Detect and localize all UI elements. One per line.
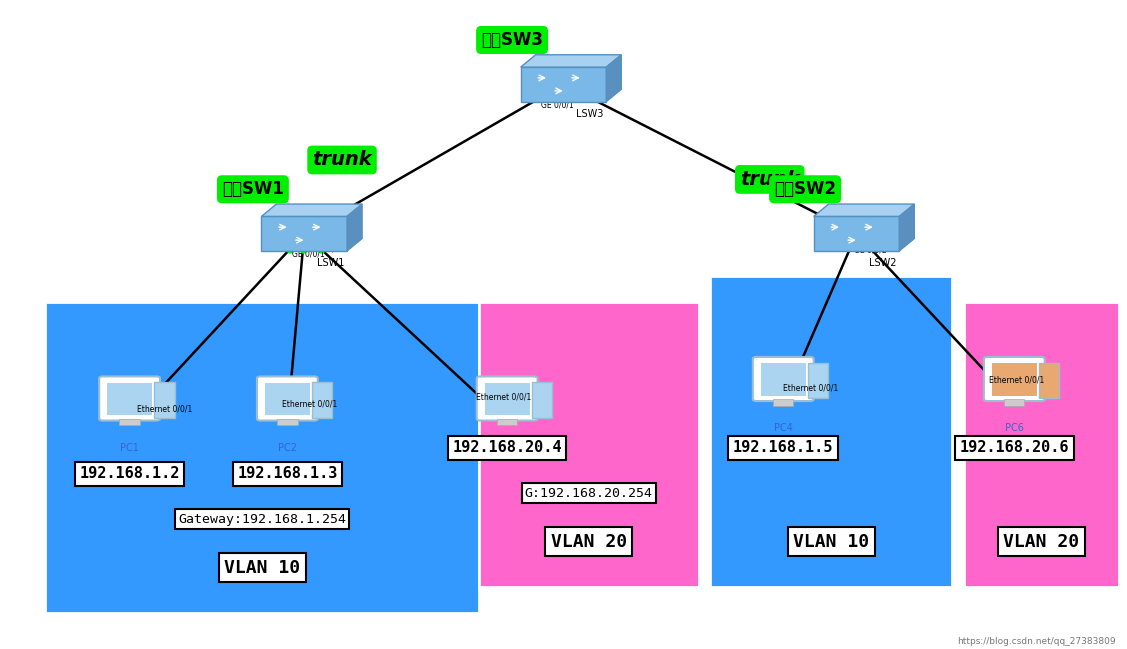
FancyBboxPatch shape [261, 216, 347, 251]
Text: VLAN 20: VLAN 20 [1003, 533, 1080, 551]
Text: Gateway:192.168.1.254: Gateway:192.168.1.254 [178, 513, 346, 526]
FancyBboxPatch shape [773, 399, 793, 406]
Text: LSW2: LSW2 [869, 258, 897, 268]
Text: PC2: PC2 [278, 443, 296, 452]
Text: GE 0/0/1: GE 0/0/1 [541, 100, 574, 109]
Text: 192.168.20.4: 192.168.20.4 [452, 440, 562, 456]
FancyBboxPatch shape [710, 276, 952, 587]
Text: PC3: PC3 [498, 443, 516, 452]
FancyBboxPatch shape [761, 363, 806, 396]
FancyBboxPatch shape [99, 376, 160, 421]
FancyBboxPatch shape [984, 357, 1045, 401]
Text: 接入SW2: 接入SW2 [774, 180, 836, 198]
FancyBboxPatch shape [992, 363, 1037, 396]
FancyBboxPatch shape [814, 216, 899, 251]
Polygon shape [814, 204, 914, 216]
FancyBboxPatch shape [1039, 363, 1059, 398]
Text: LSW1: LSW1 [317, 258, 345, 268]
Text: VLAN 10: VLAN 10 [793, 533, 869, 551]
Text: 192.168.1.5: 192.168.1.5 [733, 440, 834, 456]
Text: Ethernet 0/0/1: Ethernet 0/0/1 [282, 399, 337, 408]
Text: GE 0/0/1: GE 0/0/1 [292, 250, 325, 259]
Text: VLAN 20: VLAN 20 [551, 533, 627, 551]
Text: VLAN 10: VLAN 10 [224, 559, 300, 577]
FancyBboxPatch shape [107, 383, 152, 415]
Text: PC6: PC6 [1005, 423, 1023, 433]
FancyBboxPatch shape [277, 419, 298, 425]
Text: 192.168.1.3: 192.168.1.3 [237, 466, 338, 482]
FancyBboxPatch shape [45, 302, 479, 613]
FancyBboxPatch shape [521, 67, 606, 102]
Text: GE 0/0/2: GE 0/0/2 [584, 83, 616, 92]
Text: https://blog.csdn.net/qq_27383809: https://blog.csdn.net/qq_27383809 [957, 637, 1116, 646]
FancyBboxPatch shape [479, 302, 699, 587]
Text: Ethernet 0/0/1: Ethernet 0/0/1 [137, 404, 193, 413]
Text: GE 0/0/3: GE 0/0/3 [870, 237, 904, 246]
FancyBboxPatch shape [964, 302, 1119, 587]
Text: GE 0/0/3: GE 0/0/3 [321, 238, 354, 247]
Text: PC1: PC1 [121, 443, 139, 452]
Text: 192.168.1.2: 192.168.1.2 [79, 466, 180, 482]
Text: Ethernet 0/0/1: Ethernet 0/0/1 [782, 384, 837, 393]
FancyBboxPatch shape [485, 383, 530, 415]
FancyBboxPatch shape [1004, 399, 1024, 406]
Text: trunk: trunk [312, 151, 372, 169]
FancyBboxPatch shape [265, 383, 310, 415]
Polygon shape [899, 204, 914, 251]
FancyBboxPatch shape [312, 382, 332, 418]
FancyBboxPatch shape [119, 419, 140, 425]
Text: GE 0/0/2: GE 0/0/2 [307, 245, 339, 254]
Text: LSW3: LSW3 [576, 109, 604, 119]
Text: GE 0/0/4: GE 0/0/4 [328, 223, 361, 232]
Text: PC4: PC4 [774, 423, 792, 433]
FancyBboxPatch shape [753, 357, 814, 401]
Polygon shape [347, 204, 362, 251]
Polygon shape [521, 55, 621, 67]
FancyBboxPatch shape [532, 382, 552, 418]
Text: GE 0/0/2: GE 0/0/2 [854, 245, 887, 254]
Text: 192.168.20.6: 192.168.20.6 [959, 440, 1070, 456]
Text: 核心SW3: 核心SW3 [481, 31, 543, 49]
Text: trunk: trunk [739, 170, 800, 189]
FancyBboxPatch shape [808, 363, 828, 398]
FancyBboxPatch shape [477, 376, 538, 421]
Polygon shape [606, 55, 621, 102]
FancyBboxPatch shape [497, 419, 517, 425]
Text: G:192.168.20.254: G:192.168.20.254 [525, 487, 653, 500]
Polygon shape [261, 204, 362, 216]
FancyBboxPatch shape [257, 376, 318, 421]
Text: Ethernet 0/0/1: Ethernet 0/0/1 [988, 376, 1044, 384]
FancyBboxPatch shape [154, 382, 175, 418]
Text: 接入SW1: 接入SW1 [222, 180, 284, 198]
Text: Ethernet 0/0/1: Ethernet 0/0/1 [477, 393, 532, 401]
Text: GE 0/0/1: GE 0/0/1 [824, 206, 857, 214]
